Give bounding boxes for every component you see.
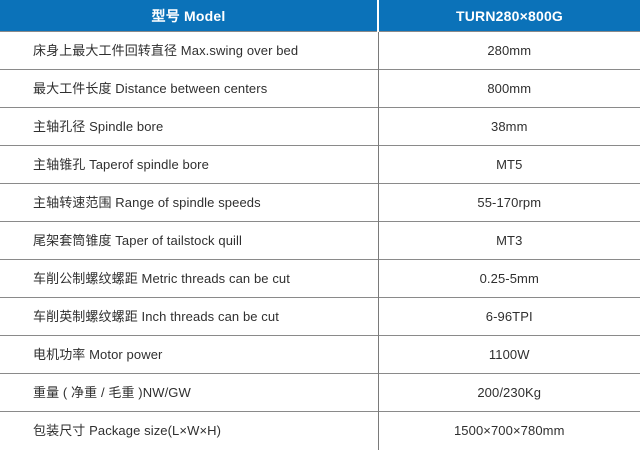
spec-value-text: 800mm <box>487 80 532 96</box>
spec-value-text: 280mm <box>487 42 532 58</box>
table-row: 电机功率 Motor power 1100W <box>0 335 640 374</box>
spec-value-cell: 55-170rpm <box>378 183 640 222</box>
spec-label-cell: 主轴锥孔 Taperof spindle bore <box>0 145 379 184</box>
spec-label-text: 主轴转速范围 Range of spindle speeds <box>33 194 261 210</box>
table-row: 尾架套筒锥度 Taper of tailstock quill MT3 <box>0 221 640 260</box>
spec-value-text: MT5 <box>496 156 523 172</box>
table-row: 主轴锥孔 Taperof spindle bore MT5 <box>0 145 640 184</box>
spec-value-text: 6-96TPI <box>485 308 533 324</box>
spec-label-cell: 主轴转速范围 Range of spindle speeds <box>0 183 379 222</box>
spec-value-cell: 0.25-5mm <box>378 259 640 298</box>
spec-label-cell: 主轴孔径 Spindle bore <box>0 107 379 146</box>
spec-label-cell: 床身上最大工件回转直径 Max.swing over bed <box>0 30 379 70</box>
spec-value-cell: 6-96TPI <box>378 297 640 336</box>
table-row: 床身上最大工件回转直径 Max.swing over bed 280mm <box>0 30 640 70</box>
spec-value-text: 0.25-5mm <box>479 270 539 286</box>
table-body: 床身上最大工件回转直径 Max.swing over bed 280mm 最大工件长… <box>0 30 640 450</box>
spec-label-text: 电机功率 Motor power <box>33 346 163 362</box>
spec-value-text: 200/230Kg <box>477 385 542 400</box>
spec-value-cell: 1100W <box>378 335 640 374</box>
spec-label-text: 主轴孔径 Spindle bore <box>33 118 164 134</box>
table-row: 重量 ( 净重 / 毛重 )NW/GW 200/230Kg <box>0 373 640 412</box>
table-row: 车削英制螺纹螺距 Inch threads can be cut 6-96TPI <box>0 297 640 336</box>
spec-label-text: 重量 ( 净重 / 毛重 )NW/GW <box>33 385 191 400</box>
spec-value-cell: MT5 <box>378 145 640 184</box>
spec-label-cell: 电机功率 Motor power <box>0 335 379 374</box>
spec-value-cell: 200/230Kg <box>378 373 640 412</box>
table-header-row: 型号 Model TURN280×800G <box>0 0 640 32</box>
spec-label-cell: 最大工件长度 Distance between centers <box>0 69 379 108</box>
table-row: 包装尺寸 Package size(L×W×H) 1500×700×780mm <box>0 411 640 450</box>
spec-label-cell: 包装尺寸 Package size(L×W×H) <box>0 411 379 450</box>
spec-value-text: 1100W <box>488 346 530 362</box>
spec-label-cell: 车削公制螺纹螺距 Metric threads can be cut <box>0 259 379 298</box>
spec-label-text: 床身上最大工件回转直径 Max.swing over bed <box>33 42 299 58</box>
spec-label-text: 最大工件长度 Distance between centers <box>33 80 268 96</box>
spec-value-cell: 1500×700×780mm <box>378 411 640 450</box>
spec-value-text: MT3 <box>496 232 523 248</box>
table-row: 主轴转速范围 Range of spindle speeds 55-170rpm <box>0 183 640 222</box>
spec-value-text: 38mm <box>490 118 528 134</box>
table-row: 车削公制螺纹螺距 Metric threads can be cut 0.25-5… <box>0 259 640 298</box>
spec-value-cell: MT3 <box>378 221 640 260</box>
table-header: 型号 Model TURN280×800G <box>0 0 640 32</box>
spec-label-text: 车削英制螺纹螺距 Inch threads can be cut <box>33 308 279 324</box>
spec-value-text: 55-170rpm <box>477 194 542 210</box>
spec-label-cell: 重量 ( 净重 / 毛重 )NW/GW <box>0 373 379 412</box>
spec-label-text: 车削公制螺纹螺距 Metric threads can be cut <box>33 270 290 286</box>
spec-label-cell: 车削英制螺纹螺距 Inch threads can be cut <box>0 297 379 336</box>
spec-label-cell: 尾架套筒锥度 Taper of tailstock quill <box>0 221 379 260</box>
spec-value-text: 1500×700×780mm <box>453 423 565 439</box>
column-header-model-label: 型号 Model <box>0 0 379 32</box>
spec-label-text: 尾架套筒锥度 Taper of tailstock quill <box>33 232 242 248</box>
spec-label-text: 主轴锥孔 Taperof spindle bore <box>33 156 209 172</box>
column-header-model-value: TURN280×800G <box>378 0 640 32</box>
table-row: 主轴孔径 Spindle bore 38mm <box>0 107 640 146</box>
spec-label-text: 包装尺寸 Package size(L×W×H) <box>33 423 222 439</box>
table-row: 最大工件长度 Distance between centers 800mm <box>0 69 640 108</box>
spec-value-cell: 280mm <box>378 30 640 70</box>
spec-value-cell: 38mm <box>378 107 640 146</box>
spec-value-cell: 800mm <box>378 69 640 108</box>
